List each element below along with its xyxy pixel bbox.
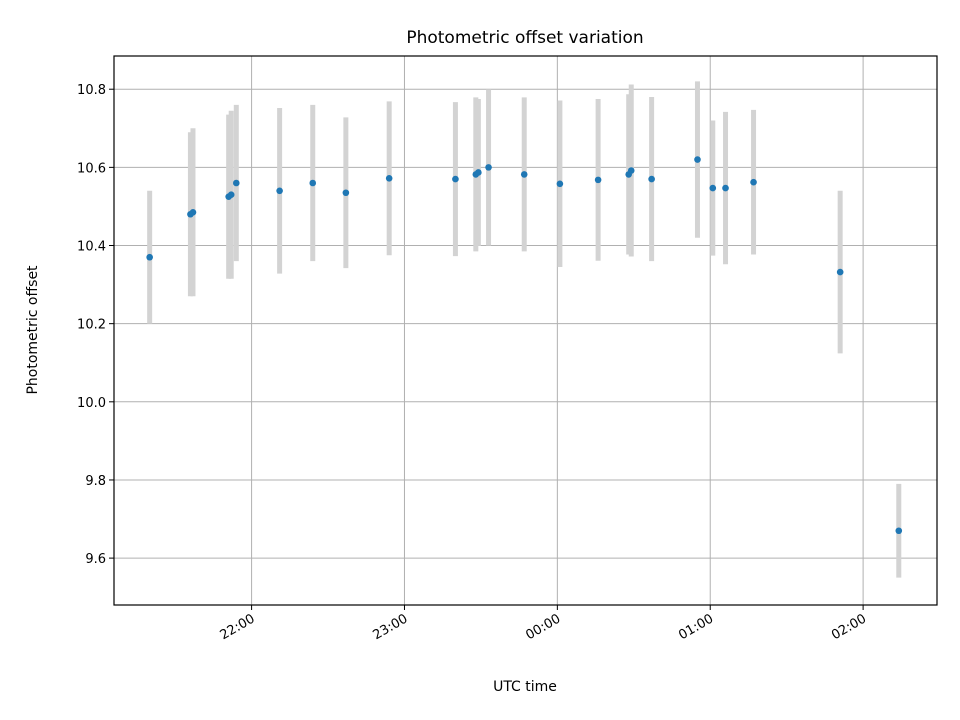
data-point bbox=[694, 156, 701, 163]
data-point bbox=[227, 191, 235, 199]
y-tick-label: 10.4 bbox=[77, 240, 106, 255]
y-axis-label: Photometric offset bbox=[25, 265, 41, 395]
y-tick-label: 10.6 bbox=[77, 161, 106, 176]
plot-frame bbox=[113, 55, 938, 606]
data-point bbox=[475, 169, 482, 176]
data-point bbox=[309, 179, 317, 187]
data-point bbox=[836, 268, 844, 276]
data-point bbox=[648, 175, 655, 183]
y-tick-label: 10.2 bbox=[77, 318, 106, 333]
y-axis: 9.6 9.8 10.0 10.2 10.4 10.6 10.8 bbox=[77, 83, 114, 567]
data-point bbox=[556, 180, 564, 188]
data-point bbox=[452, 175, 459, 183]
data-point bbox=[146, 253, 153, 261]
data-point bbox=[627, 167, 635, 174]
data-point bbox=[709, 184, 717, 192]
data-point bbox=[750, 178, 757, 186]
data-point bbox=[722, 184, 729, 192]
data-point bbox=[385, 175, 393, 182]
data-point bbox=[520, 171, 528, 178]
data-point bbox=[594, 176, 602, 184]
y-tick-label: 10.8 bbox=[77, 83, 106, 98]
data-point bbox=[276, 187, 283, 195]
x-axis-label: UTC time bbox=[493, 679, 557, 695]
data-points bbox=[146, 156, 903, 535]
y-tick-label: 10.0 bbox=[77, 396, 106, 411]
data-point bbox=[485, 164, 492, 171]
data-point bbox=[189, 208, 197, 216]
data-point bbox=[342, 189, 350, 197]
y-tick-label: 9.8 bbox=[85, 474, 106, 489]
grid bbox=[114, 56, 937, 605]
data-point bbox=[233, 179, 240, 187]
chart-title: Photometric offset variation bbox=[406, 28, 643, 48]
y-tick-label: 9.6 bbox=[85, 552, 106, 567]
data-point bbox=[895, 527, 903, 535]
